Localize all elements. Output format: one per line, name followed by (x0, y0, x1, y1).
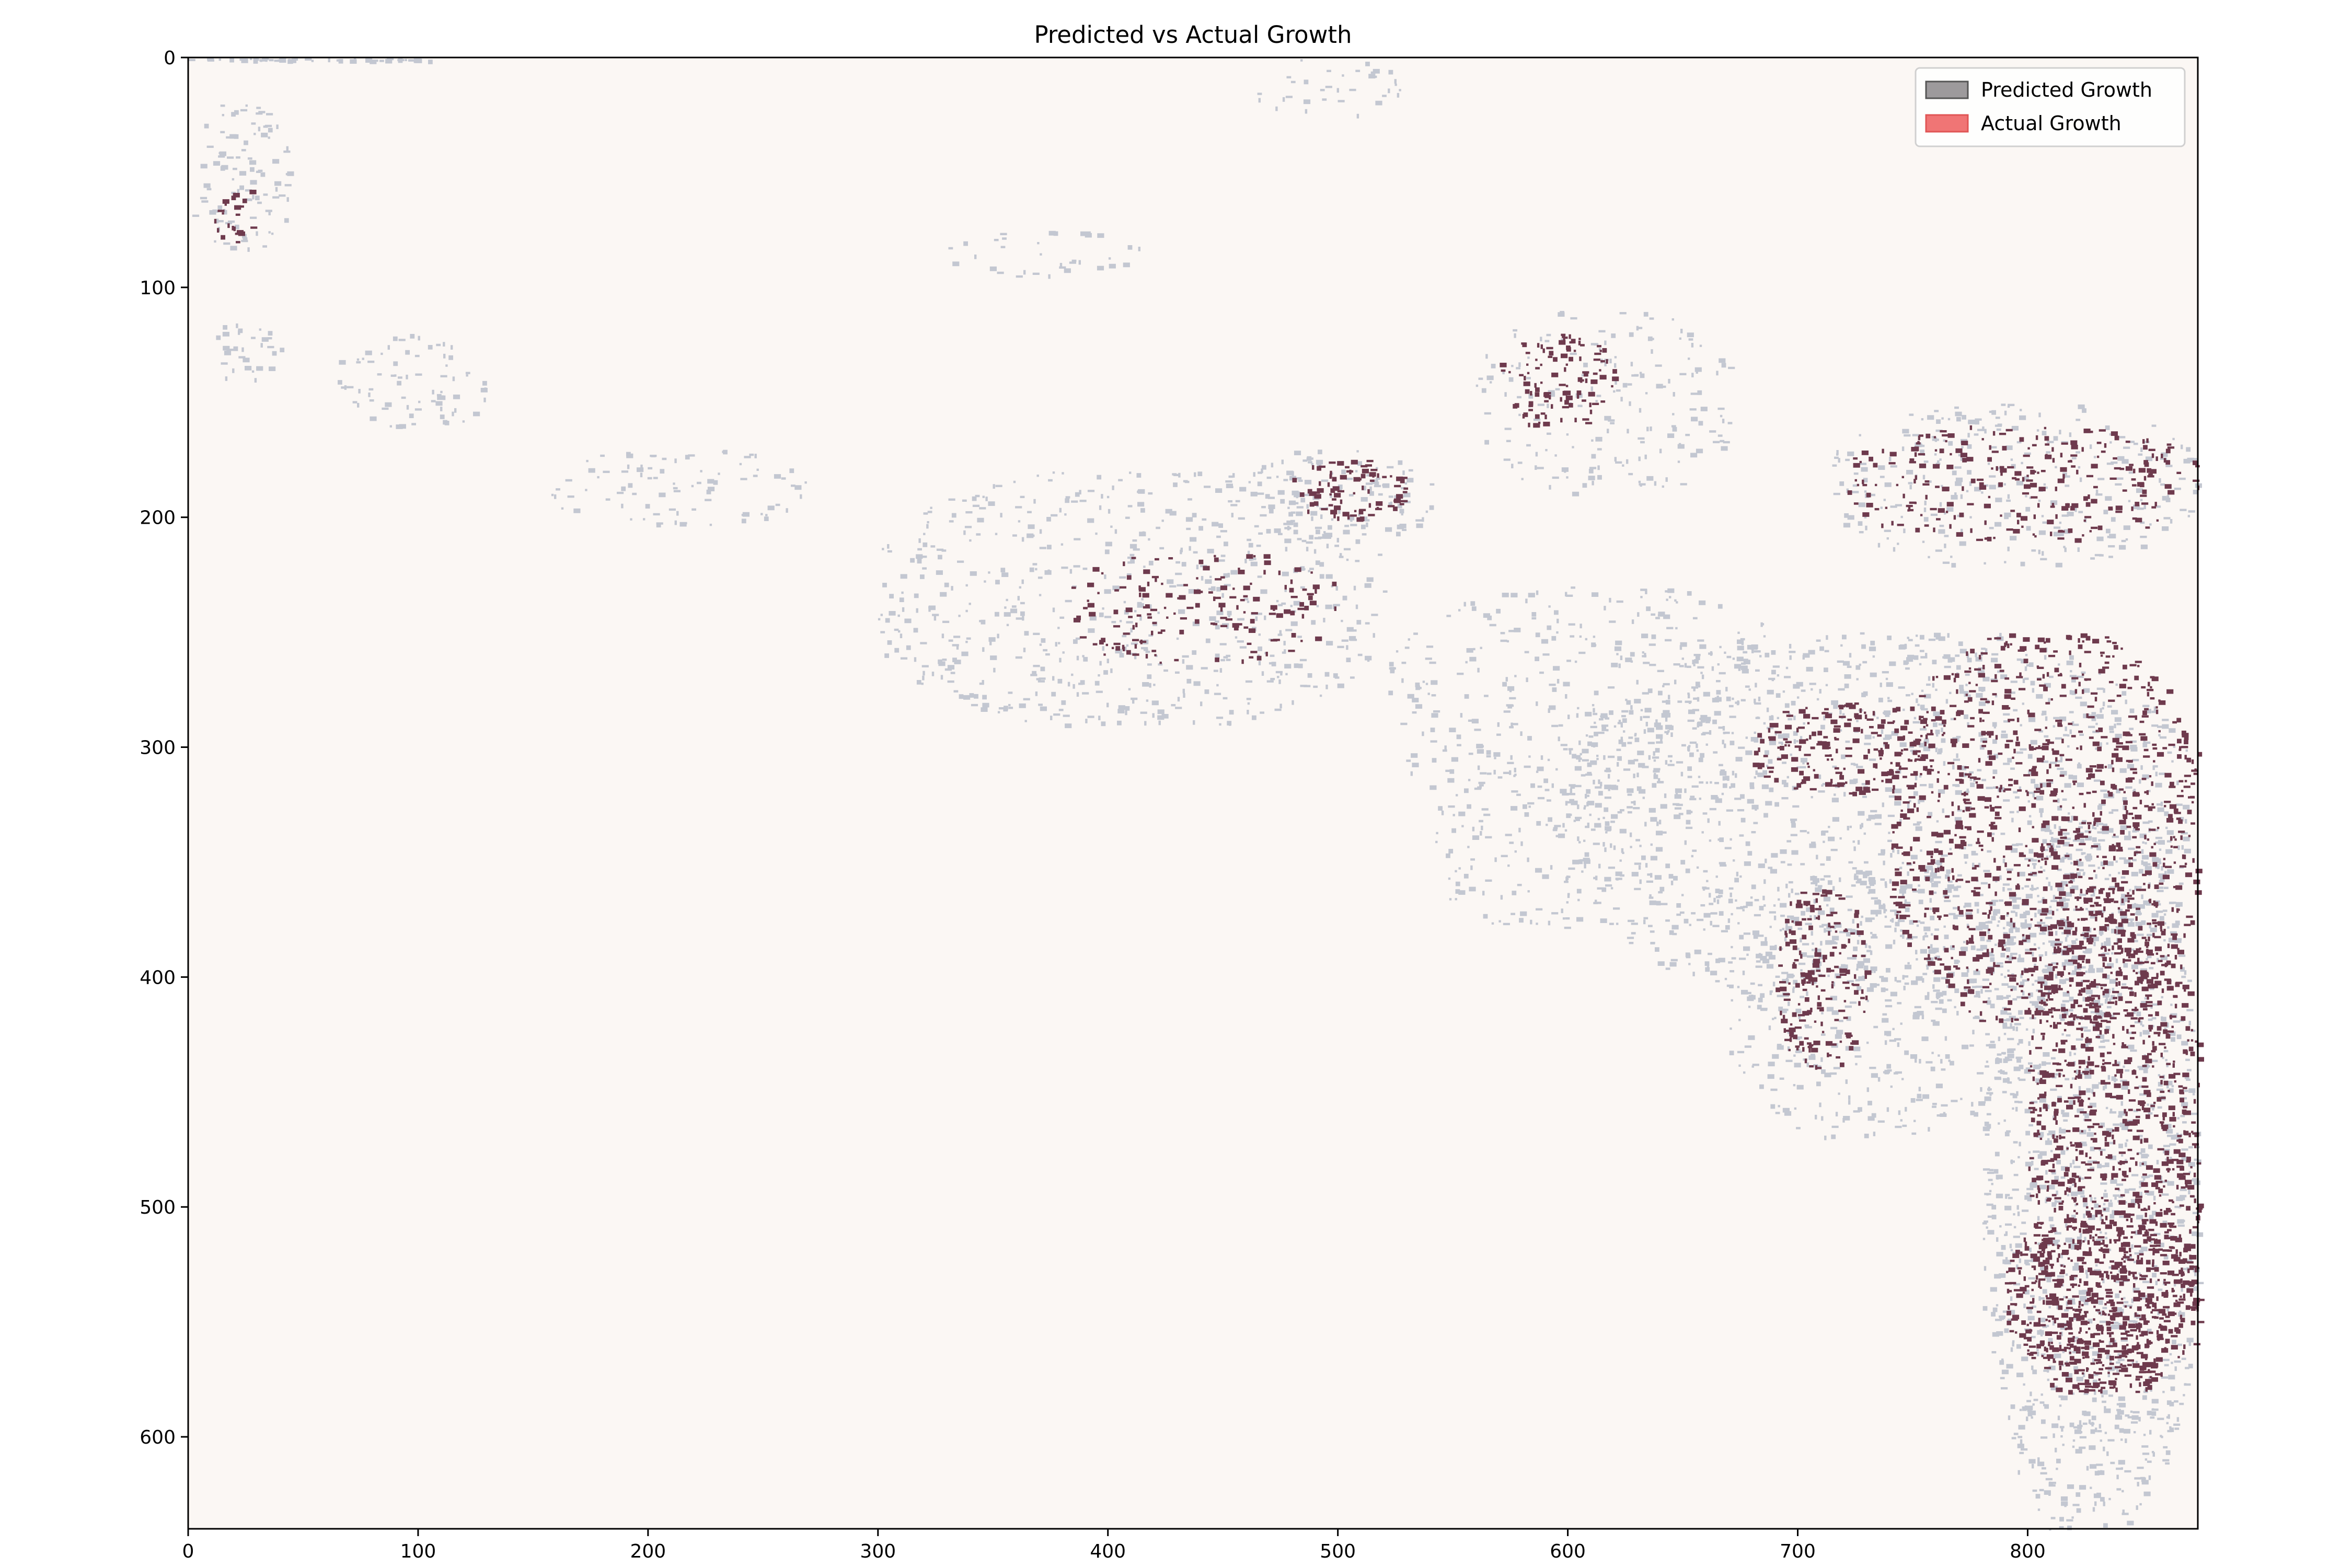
predicted-growth-region (1257, 59, 1401, 119)
predicted-growth-region (192, 104, 294, 252)
predicted-growth-region (338, 333, 488, 429)
predicted-growth-region (1568, 632, 2191, 1002)
growth-pixels (214, 190, 258, 244)
y-tick-label: 200 (140, 508, 176, 529)
growth-pixels (338, 333, 488, 429)
actual-growth-region (2004, 1208, 2205, 1395)
actual-growth-region (1753, 702, 1935, 797)
x-tick-label: 800 (2010, 1541, 2046, 1562)
actual-growth-region (214, 190, 258, 244)
plot-area (188, 57, 2205, 1531)
growth-pixels (1500, 333, 1619, 428)
growth-pixels (1257, 59, 1401, 119)
predicted-growth-region (216, 323, 285, 383)
growth-pixels (948, 230, 1140, 279)
y-tick-label: 400 (140, 967, 176, 988)
growth-pixels (1388, 586, 1803, 820)
axes: 0 100 200 300 400 500 600 700 800 0 100 200 300 400 50… (140, 48, 2199, 1562)
predicted-growth-region (1982, 820, 2204, 1531)
legend-box (1915, 67, 2186, 147)
growth-pixels (216, 323, 285, 383)
y-tick-label: 0 (164, 48, 176, 69)
x-tick-label: 700 (1780, 1541, 1816, 1562)
x-tick-label: 600 (1550, 1541, 1586, 1562)
growth-pixels (1889, 633, 2203, 1026)
growth-pixels (2004, 1208, 2205, 1395)
legend-label: Predicted Growth (1981, 78, 2152, 101)
actual-growth-region (1889, 633, 2203, 1026)
growth-pixels (878, 471, 1388, 729)
growth-pixels (188, 57, 433, 64)
growth-pixels (1568, 632, 2191, 1002)
predicted-growth-region (948, 230, 1140, 279)
chart-title: Predicted vs Actual Growth (1034, 21, 1352, 49)
growth-pixels (1729, 863, 2028, 1140)
legend-swatch (1925, 80, 1969, 99)
legend: Predicted Growth Actual Growth (1915, 67, 2186, 147)
y-tick-label: 600 (140, 1427, 176, 1448)
y-tick-label: 100 (140, 278, 176, 299)
plot-frame (187, 56, 2199, 1530)
predicted-growth-region (1729, 863, 2028, 1140)
legend-label: Actual Growth (1981, 112, 2122, 135)
y-tick-label: 500 (140, 1197, 176, 1218)
actual-growth-region (1292, 459, 1409, 522)
legend-swatch (1925, 114, 1969, 133)
x-tick-label: 400 (1090, 1541, 1126, 1562)
growth-pixels (192, 104, 294, 252)
x-tick-label: 200 (630, 1541, 666, 1562)
predicted-growth-region (188, 57, 433, 64)
predicted-growth-region (878, 471, 1388, 729)
actual-growth-region (1500, 333, 1619, 428)
x-tick-label: 100 (400, 1541, 436, 1562)
x-tick-label: 300 (860, 1541, 896, 1562)
y-tick-label: 300 (140, 737, 176, 759)
growth-pixels (1292, 459, 1409, 522)
actual-growth-region (1847, 425, 2200, 543)
growth-pixels (1847, 425, 2200, 543)
growth-pixels (1753, 702, 1935, 797)
x-tick-label: 500 (1320, 1541, 1356, 1562)
growth-pixels (1982, 820, 2204, 1531)
x-tick-label: 0 (182, 1541, 194, 1562)
predicted-growth-region (1388, 586, 1803, 820)
